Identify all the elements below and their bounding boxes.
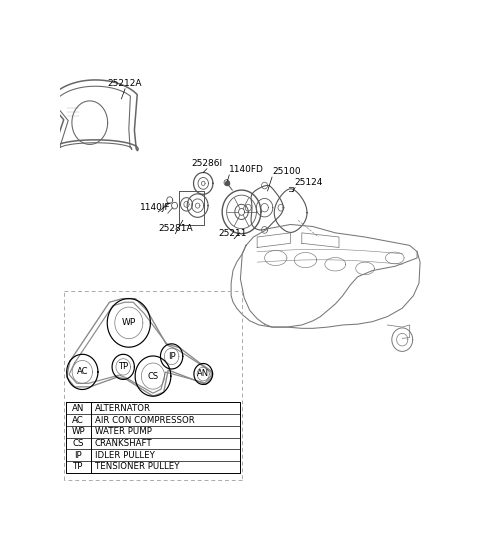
Text: 1140JF: 1140JF	[140, 203, 170, 212]
Text: IDLER PULLEY: IDLER PULLEY	[95, 451, 155, 460]
Text: AN: AN	[72, 404, 84, 413]
Text: 25281A: 25281A	[158, 224, 192, 233]
Text: WP: WP	[122, 318, 136, 327]
Text: CS: CS	[147, 372, 158, 381]
Text: AC: AC	[72, 416, 84, 424]
Text: TENSIONER PULLEY: TENSIONER PULLEY	[95, 462, 179, 472]
Text: ALTERNATOR: ALTERNATOR	[95, 404, 151, 413]
Text: AC: AC	[77, 367, 88, 376]
Text: 25211: 25211	[219, 229, 247, 238]
Text: WP: WP	[72, 427, 85, 436]
Text: 25100: 25100	[272, 168, 300, 176]
Text: WATER PUMP: WATER PUMP	[95, 427, 152, 436]
Text: TP: TP	[73, 462, 84, 472]
Text: AIR CON COMPRESSOR: AIR CON COMPRESSOR	[95, 416, 194, 424]
Text: CRANKSHAFT: CRANKSHAFT	[95, 439, 152, 448]
Text: TP: TP	[118, 362, 128, 372]
Text: 25124: 25124	[294, 178, 323, 187]
Text: IP: IP	[168, 352, 175, 361]
Text: 25286I: 25286I	[192, 159, 223, 168]
Text: 1140FD: 1140FD	[229, 165, 264, 174]
Text: CS: CS	[72, 439, 84, 448]
Text: 25212A: 25212A	[108, 79, 143, 88]
Text: IP: IP	[74, 451, 82, 460]
Text: AN: AN	[197, 369, 209, 379]
